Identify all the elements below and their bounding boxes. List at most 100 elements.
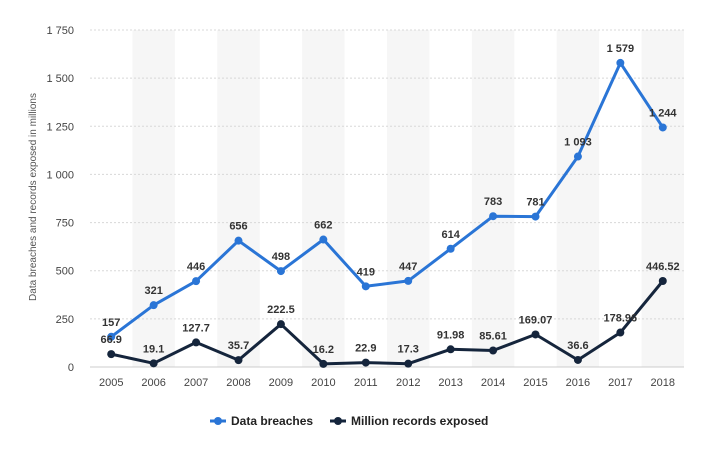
- y-tick-label: 0: [68, 362, 74, 374]
- data-point: [404, 276, 413, 285]
- x-tick-label: 2017: [608, 377, 632, 389]
- data-point: [573, 152, 582, 161]
- data-point: [192, 338, 201, 347]
- x-tick-label: 2012: [396, 377, 420, 389]
- series-group: [107, 58, 667, 368]
- y-tick-label: 250: [56, 314, 74, 326]
- data-point: [658, 123, 667, 132]
- legend-marker: [334, 417, 342, 425]
- x-tick-label: 2018: [651, 377, 675, 389]
- data-label: 19.1: [143, 343, 164, 355]
- data-point: [276, 267, 285, 276]
- x-tick-label: 2009: [269, 377, 293, 389]
- x-tick-label: 2007: [184, 377, 208, 389]
- column-bands: [132, 30, 684, 367]
- data-point: [658, 277, 667, 286]
- column-band: [387, 30, 430, 367]
- data-label: 17.3: [398, 344, 419, 356]
- data-label: 419: [357, 266, 375, 278]
- data-point: [149, 301, 158, 310]
- data-label: 222.5: [267, 304, 295, 316]
- data-point: [107, 332, 116, 341]
- legend-label: Data breaches: [231, 414, 313, 428]
- data-point: [531, 212, 540, 221]
- column-band: [302, 30, 345, 367]
- data-label: 127.7: [182, 322, 210, 334]
- y-tick-label: 500: [56, 266, 74, 278]
- gridlines: [90, 29, 684, 368]
- data-labels: 157 321 446 656 498 662 419 447 614 783 781 1 093 1 …: [101, 43, 680, 356]
- data-label: 178.96: [604, 313, 638, 325]
- data-label: 446: [187, 261, 205, 273]
- series-line: [109, 61, 665, 339]
- data-label: 22.9: [355, 343, 376, 355]
- data-point: [234, 236, 243, 245]
- x-tick-label: 2016: [566, 377, 590, 389]
- data-point: [234, 356, 243, 365]
- column-band: [641, 30, 684, 367]
- x-tick-label: 2008: [226, 377, 250, 389]
- x-tick-label: 2010: [311, 377, 335, 389]
- x-axis-ticks: 2005 2006 2007 2008 2009 2010 2011 2012 2013 2014…: [99, 377, 675, 389]
- y-tick-label: 1 750: [46, 25, 74, 37]
- data-point: [446, 345, 455, 354]
- data-label: 91.98: [437, 329, 465, 341]
- y-axis-label: Data breaches and records exposed in mil…: [28, 93, 39, 301]
- data-point: [616, 328, 625, 337]
- column-band: [471, 30, 515, 367]
- data-label: 1 579: [607, 43, 635, 55]
- data-point: [361, 358, 370, 367]
- column-band: [132, 30, 175, 367]
- data-point: [192, 277, 201, 286]
- data-label: 446.52: [646, 261, 680, 273]
- data-point: [531, 330, 540, 339]
- x-tick-label: 2006: [141, 377, 165, 389]
- data-label: 66.9: [101, 334, 122, 346]
- column-band: [556, 30, 600, 367]
- data-label: 656: [229, 221, 247, 233]
- data-label: 169.07: [519, 314, 553, 326]
- legend: Data breaches Million records exposed: [210, 414, 488, 428]
- data-label: 614: [441, 229, 460, 241]
- data-label: 781: [526, 197, 544, 209]
- data-point: [404, 359, 413, 368]
- data-label: 1 093: [564, 137, 592, 149]
- data-label: 662: [314, 220, 332, 232]
- data-point: [573, 355, 582, 364]
- y-tick-label: 1 000: [46, 169, 74, 181]
- data-label: 1 244: [649, 107, 677, 119]
- x-tick-label: 2013: [438, 377, 462, 389]
- data-label: 85.61: [479, 331, 507, 343]
- data-label: 36.6: [567, 340, 588, 352]
- y-tick-label: 1 500: [46, 73, 74, 85]
- data-label: 447: [399, 261, 417, 273]
- data-point: [361, 282, 370, 291]
- legend-label: Million records exposed: [351, 414, 488, 428]
- x-tick-label: 2015: [523, 377, 547, 389]
- data-label: 321: [144, 285, 162, 297]
- legend-marker: [214, 417, 222, 425]
- y-tick-label: 750: [56, 218, 74, 230]
- data-point: [319, 235, 328, 244]
- data-point: [489, 346, 498, 355]
- data-point: [319, 359, 328, 368]
- data-point: [107, 350, 116, 359]
- data-label: 16.2: [313, 344, 334, 356]
- x-tick-label: 2005: [99, 377, 123, 389]
- data-point: [446, 244, 455, 253]
- column-band: [217, 30, 260, 367]
- data-label: 783: [484, 196, 502, 208]
- data-label: 157: [102, 317, 120, 329]
- data-label: 498: [272, 251, 290, 263]
- x-tick-label: 2014: [481, 377, 505, 389]
- data-point: [149, 359, 158, 368]
- y-tick-label: 1 250: [46, 121, 74, 133]
- data-point: [616, 58, 625, 67]
- data-label: 35.7: [228, 340, 249, 352]
- x-tick-label: 2011: [354, 377, 378, 389]
- data-point: [489, 212, 498, 221]
- series-line: [109, 279, 665, 366]
- data-point: [276, 320, 285, 329]
